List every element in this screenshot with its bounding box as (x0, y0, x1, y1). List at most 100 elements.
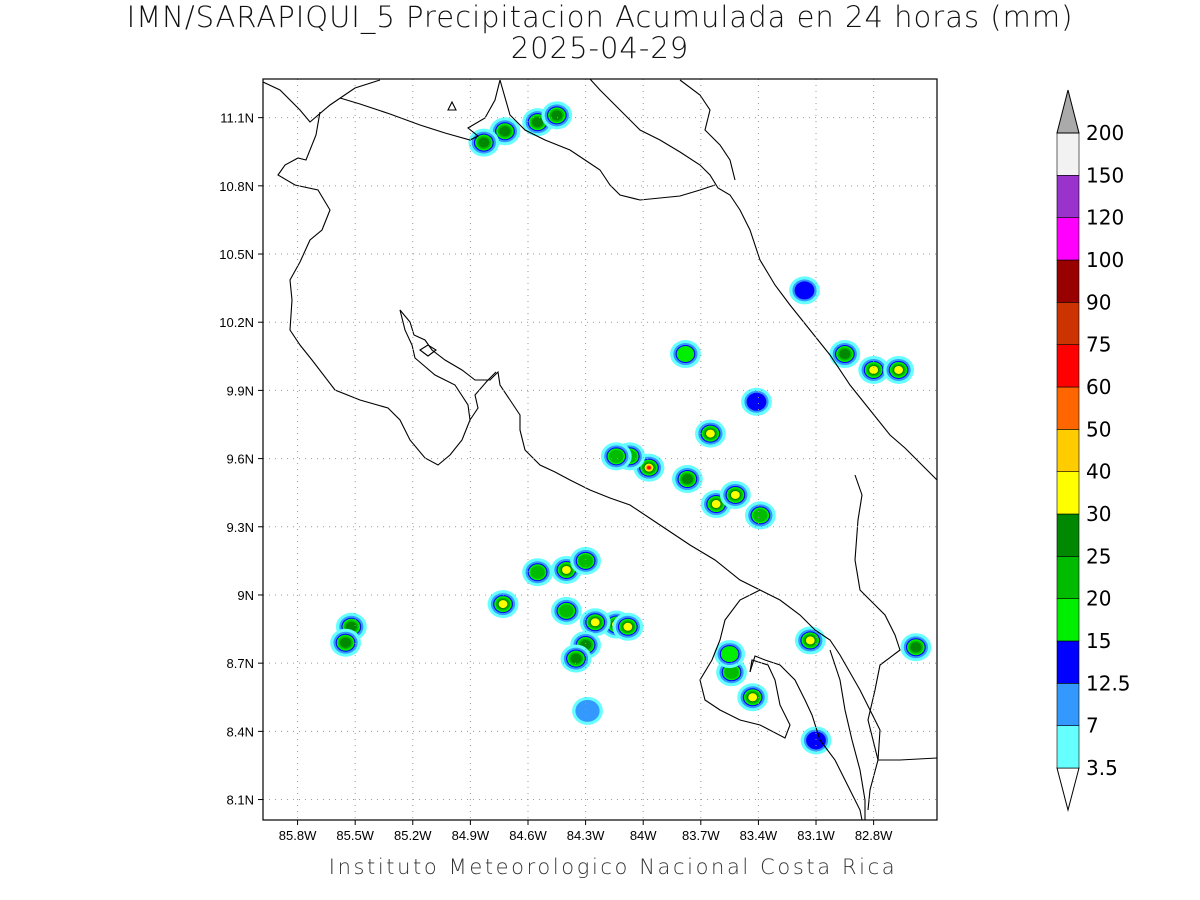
lat-tick-label: 9.3N (227, 520, 254, 535)
lat-tick-label: 9.9N (227, 383, 254, 398)
border-panama (854, 474, 937, 761)
coastline-gulf-nicoya (399, 309, 881, 811)
colorbar-label: 20 (1086, 587, 1111, 611)
coastline-nicaragua-pacific (263, 79, 381, 123)
colorbar-bin (1056, 259, 1080, 303)
precip-cell (800, 726, 832, 755)
lat-tick-label: 9N (237, 588, 254, 603)
colorbar-label: 25 (1086, 544, 1111, 568)
colorbar-legend: 3.5 7 12.5 15 20 25 30 40 50 60 75 90 100 120 150 200 (1056, 89, 1131, 812)
colorbar-label: 200 (1086, 121, 1124, 145)
colorbar-bin (1056, 513, 1080, 557)
colorbar-label: 100 (1086, 248, 1124, 272)
grid-lines (263, 79, 937, 820)
coastline-punta-burica (829, 649, 866, 820)
colorbar-label: 12.5 (1086, 671, 1131, 695)
precip-contour (724, 665, 739, 679)
lon-tick-label: 84.9W (452, 828, 490, 843)
coastline-osa-peninsula (699, 589, 791, 739)
island-lake (447, 100, 457, 111)
precip-cell (330, 628, 361, 657)
precip-cell (670, 340, 701, 369)
colorbar-label: 3.5 (1086, 756, 1118, 780)
precip-contour (609, 449, 624, 463)
lon-tick-label: 84.6W (509, 828, 547, 843)
lon-tick-label: 83.4W (740, 828, 778, 843)
precip-contour (730, 490, 740, 499)
title-line-1: IMN/SARAPIQUI_5 Precipitacion Acumulada … (126, 0, 1074, 34)
precip-cell (794, 626, 826, 655)
colorbar-label: 15 (1086, 629, 1111, 653)
colorbar-bin (1056, 640, 1080, 684)
colorbar-bin (1056, 175, 1080, 218)
precip-cell (737, 683, 769, 712)
colorbar-label: 150 (1086, 163, 1124, 187)
lon-tick-label: 85.8W (279, 828, 317, 843)
precip-cell (550, 596, 582, 625)
lon-tick-label: 85.2W (394, 828, 432, 843)
latitude-axis: 11.1N 10.8N 10.5N 10.2N 9.9N 9.6N 9.3N 9N 8.7N 8.… (219, 111, 263, 808)
colorbar-lower-arrow (1056, 767, 1080, 812)
colorbar-bin (1056, 683, 1080, 726)
longitude-axis: 85.8W 85.5W 85.2W 84.9W 84.6W 84.3W 84W 83.7W 83… (279, 820, 893, 843)
credit-footer: Instituto Meteorologico Nacional Costa R… (328, 855, 898, 879)
precip-contour (499, 126, 511, 137)
chart-title: IMN/SARAPIQUI_5 Precipitacion Acumulada … (0, 2, 1200, 64)
precip-contour (561, 565, 571, 574)
colorbar-label: 120 (1086, 206, 1124, 230)
precip-contour (559, 604, 574, 618)
precip-contour (806, 731, 826, 750)
coastline-caribbean-upper (679, 79, 736, 181)
precip-cell (858, 355, 890, 384)
precip-contour (869, 365, 879, 374)
precip-contour (794, 281, 815, 300)
lat-tick-label: 10.8N (219, 179, 254, 194)
precip-contour (530, 565, 545, 579)
precip-cell (789, 276, 820, 305)
colorbar-label: 30 (1086, 502, 1111, 526)
colorbar-label: 75 (1086, 333, 1111, 357)
precip-cell (570, 546, 601, 575)
precip-cell (719, 480, 751, 509)
lon-tick-label: 84W (630, 828, 657, 843)
precip-contour (570, 653, 582, 664)
precip-contour (575, 699, 600, 722)
precip-contour (711, 500, 721, 509)
precip-cell (744, 501, 776, 530)
colorbar-bin (1056, 598, 1080, 642)
precip-contour (647, 466, 651, 470)
title-line-2: 2025-04-29 (510, 31, 690, 65)
lon-tick-label: 82.8W (855, 828, 893, 843)
lat-tick-label: 8.4N (227, 724, 254, 739)
precip-contour (590, 618, 600, 627)
colorbar-bin (1056, 302, 1080, 345)
precip-cell (714, 640, 746, 669)
coastline-golfo-dulce (749, 655, 863, 820)
lon-tick-label: 85.5W (336, 828, 374, 843)
precip-contour (340, 637, 352, 648)
colorbar-bin (1056, 344, 1080, 388)
coastline-upper-border (499, 79, 716, 201)
precip-cell (468, 128, 500, 157)
precip-cell (600, 442, 632, 471)
precip-contour (746, 392, 767, 411)
precip-contour (706, 429, 715, 438)
precip-contour (532, 117, 544, 128)
colorbar-label: 7 (1086, 714, 1099, 738)
precip-contour (578, 554, 593, 568)
precip-cell (741, 387, 772, 416)
colorbar-bin (1056, 725, 1080, 769)
lon-tick-label: 84.3W (567, 828, 605, 843)
precip-contour (720, 646, 739, 663)
lat-tick-label: 8.1N (227, 793, 254, 808)
precip-contour (478, 137, 490, 148)
precip-cell (695, 419, 726, 448)
precip-cell (541, 101, 573, 130)
precip-contour (839, 349, 851, 360)
precip-contour (805, 636, 815, 645)
precip-cell (716, 658, 747, 687)
precip-cell (560, 644, 592, 673)
colorbar-bin (1056, 386, 1080, 430)
colorbar-bin (1056, 556, 1080, 599)
